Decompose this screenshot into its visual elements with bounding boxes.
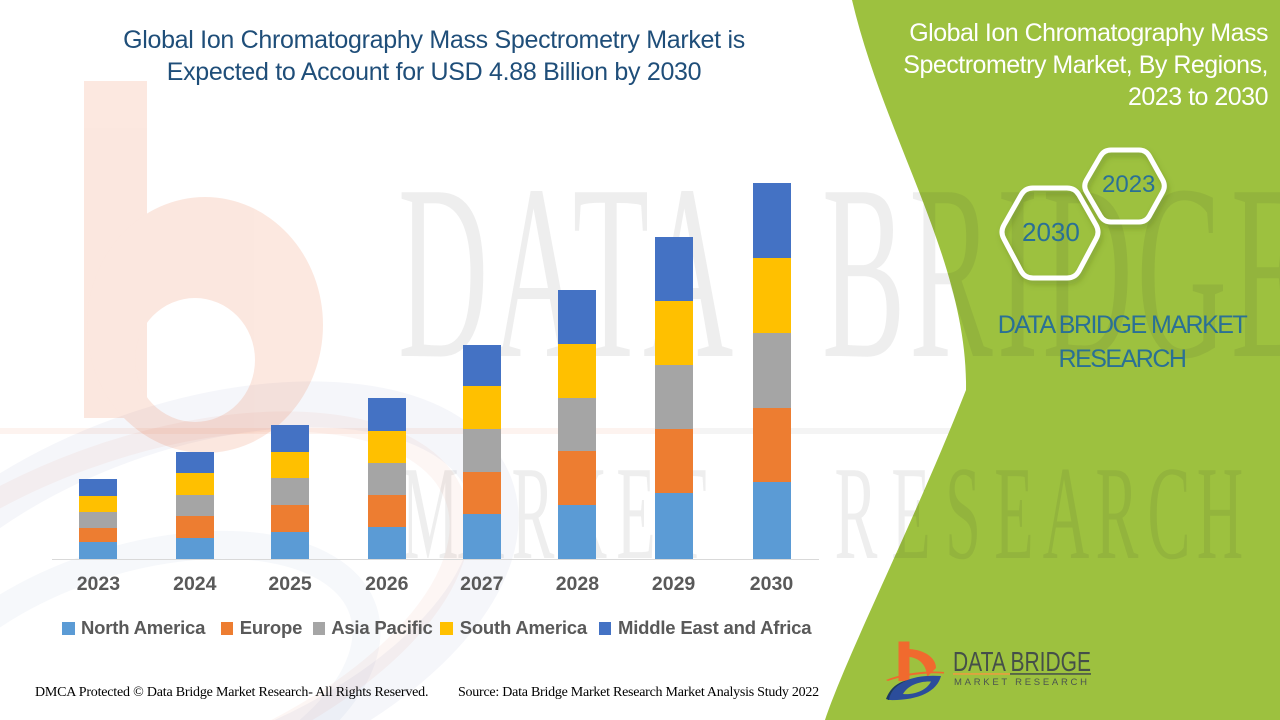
svg-text:MARKET RESEARCH: MARKET RESEARCH (954, 677, 1090, 688)
svg-text:DATA BRIDGE: DATA BRIDGE (953, 646, 1091, 677)
